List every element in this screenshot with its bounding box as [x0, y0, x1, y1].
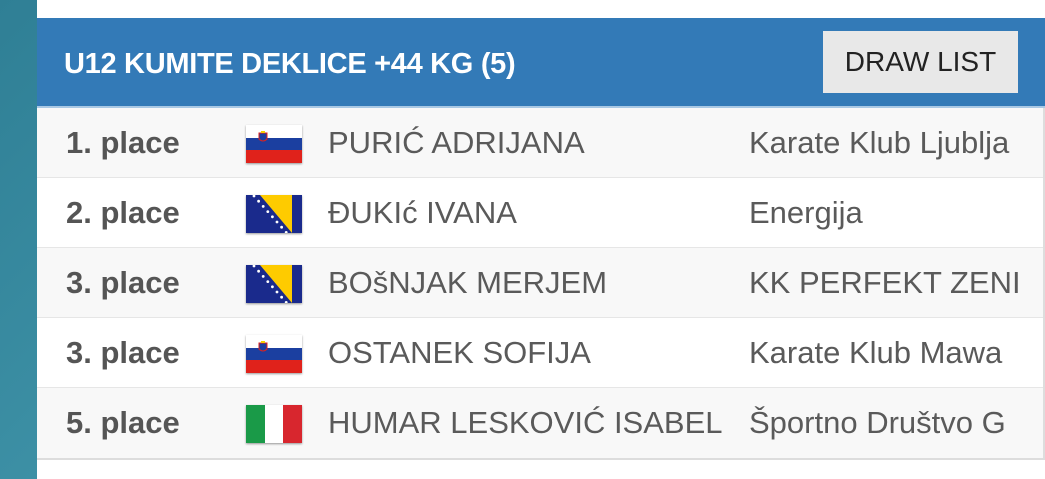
club-name: Energija	[749, 195, 863, 230]
place-label: 5. place	[66, 405, 180, 440]
result-row: 2. place ĐUKIć IVANA Energija	[37, 178, 1043, 248]
athlete-name: ĐUKIć IVANA	[328, 195, 517, 230]
result-row: 1. place PURIĆ ADRIJANA Karate Klub Ljublj…	[37, 108, 1043, 178]
result-row: 3. place OSTANEK SOFIJA Karate Klub Mawa	[37, 318, 1043, 388]
result-row: 5. place HUMAR LESKOVIĆ ISABEL Športno Dru…	[37, 388, 1043, 458]
slovenia-flag-icon	[246, 335, 302, 373]
results-table: 1. place PURIĆ ADRIJANA Karate Klub Ljublj…	[37, 108, 1045, 460]
slovenia-flag-icon	[246, 125, 302, 163]
athlete-name: HUMAR LESKOVIĆ ISABEL	[328, 405, 723, 440]
category-header: U12 KUMITE DEKLICE +44 KG (5) DRAW LIST	[37, 18, 1045, 108]
draw-list-button[interactable]: DRAW LIST	[823, 31, 1018, 93]
results-panel: U12 KUMITE DEKLICE +44 KG (5) DRAW LIST …	[37, 0, 1045, 479]
athlete-name: OSTANEK SOFIJA	[328, 335, 591, 370]
club-name: Športno Društvo G	[749, 405, 1006, 440]
italy-flag-icon	[246, 405, 302, 443]
place-label: 3. place	[66, 265, 180, 300]
club-name: Karate Klub Mawa	[749, 335, 1003, 370]
category-title: U12 KUMITE DEKLICE +44 KG (5)	[64, 48, 516, 80]
place-label: 2. place	[66, 195, 180, 230]
place-label: 3. place	[66, 335, 180, 370]
athlete-name: BOšNJAK MERJEM	[328, 265, 608, 300]
club-name: KK PERFEKT ZENI	[749, 265, 1021, 300]
club-name: Karate Klub Ljublja	[749, 125, 1010, 160]
bosnia-flag-icon	[246, 195, 302, 233]
bosnia-flag-icon	[246, 265, 302, 303]
result-row: 3. place BOšNJAK MERJEM KK PERFEKT ZENI	[37, 248, 1043, 318]
athlete-name: PURIĆ ADRIJANA	[328, 125, 585, 160]
place-label: 1. place	[66, 125, 180, 160]
